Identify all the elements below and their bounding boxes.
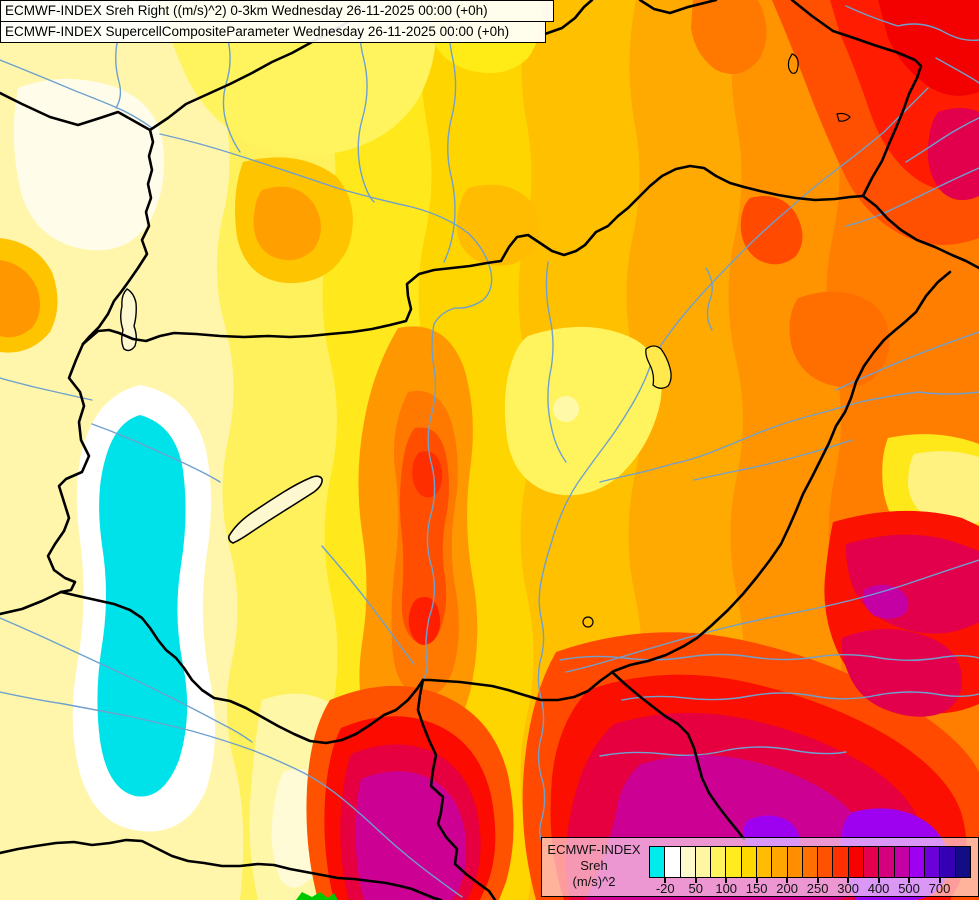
legend-tick-label: 250: [806, 881, 829, 896]
legend-swatch: [680, 847, 696, 877]
legend-color-scale: [649, 846, 971, 878]
legend-swatch: [955, 847, 970, 877]
legend-swatch: [894, 847, 910, 877]
legend-swatch: [665, 847, 681, 877]
legend-swatch: [833, 847, 849, 877]
legend-swatch: [650, 847, 666, 877]
legend-parameter-label: Sreh: [580, 858, 608, 873]
legend-swatch: [848, 847, 864, 877]
legend-tick: [755, 877, 758, 883]
legend-swatch: [711, 847, 727, 877]
legend-tick-label: 150: [745, 881, 768, 896]
legend-swatch: [802, 847, 819, 877]
small-lake: [582, 616, 594, 628]
legend-swatch: [879, 847, 895, 877]
legend-tick-label: 500: [898, 881, 920, 896]
legend-swatch: [726, 847, 742, 877]
legend-tick: [816, 877, 819, 883]
legend-tick: [877, 877, 880, 883]
legend-tick: [694, 877, 697, 883]
legend-tick-label: 100: [715, 881, 738, 896]
small-lake: [787, 53, 799, 74]
map-title-secondary-text: ECMWF-INDEX SupercellCompositeParameter …: [5, 24, 510, 39]
legend-tick-label: 300: [837, 881, 859, 896]
legend-tick-label: 200: [776, 881, 798, 896]
map-title-primary-text: ECMWF-INDEX Sreh Right ((m/s)^2) 0-3km W…: [5, 3, 488, 18]
legend-swatch: [741, 847, 757, 877]
legend-tick: [725, 877, 728, 883]
lakes: [120, 53, 851, 628]
legend-tick: [847, 877, 850, 883]
legend-swatch: [909, 847, 926, 877]
legend-swatch: [772, 847, 788, 877]
map-title-primary: ECMWF-INDEX Sreh Right ((m/s)^2) 0-3km W…: [0, 0, 554, 22]
legend-tick-label: 50: [688, 881, 703, 896]
legend-swatch: [818, 847, 834, 877]
legend-labels: ECMWF-INDEX Sreh (m/s)^2: [542, 842, 646, 890]
map-title-secondary: ECMWF-INDEX SupercellCompositeParameter …: [0, 21, 546, 43]
small-lake: [836, 112, 851, 122]
lake-tisza: [645, 345, 672, 389]
legend-tick: [908, 877, 911, 883]
legend-swatch: [756, 847, 773, 877]
legend-swatch: [787, 847, 803, 877]
legend-tick-label: -20: [655, 881, 675, 896]
legend-tick: [938, 877, 941, 883]
lake-neusiedl: [120, 288, 137, 352]
ground-marker: [296, 892, 338, 900]
legend-units-label: (m/s)^2: [572, 874, 616, 889]
legend-swatch: [695, 847, 712, 877]
legend-panel: ECMWF-INDEX Sreh (m/s)^2 -20 50 100 150 200 2…: [541, 837, 979, 897]
legend-swatch: [863, 847, 880, 877]
legend-swatch: [940, 847, 956, 877]
legend-tick: [786, 877, 789, 883]
legend-tick-label: 400: [867, 881, 890, 896]
legend-tick: [664, 877, 667, 883]
legend-tick-label: 700: [928, 881, 951, 896]
legend-product-label: ECMWF-INDEX: [547, 842, 641, 857]
legend-swatch: [925, 847, 941, 877]
lake-balaton: [228, 475, 323, 544]
